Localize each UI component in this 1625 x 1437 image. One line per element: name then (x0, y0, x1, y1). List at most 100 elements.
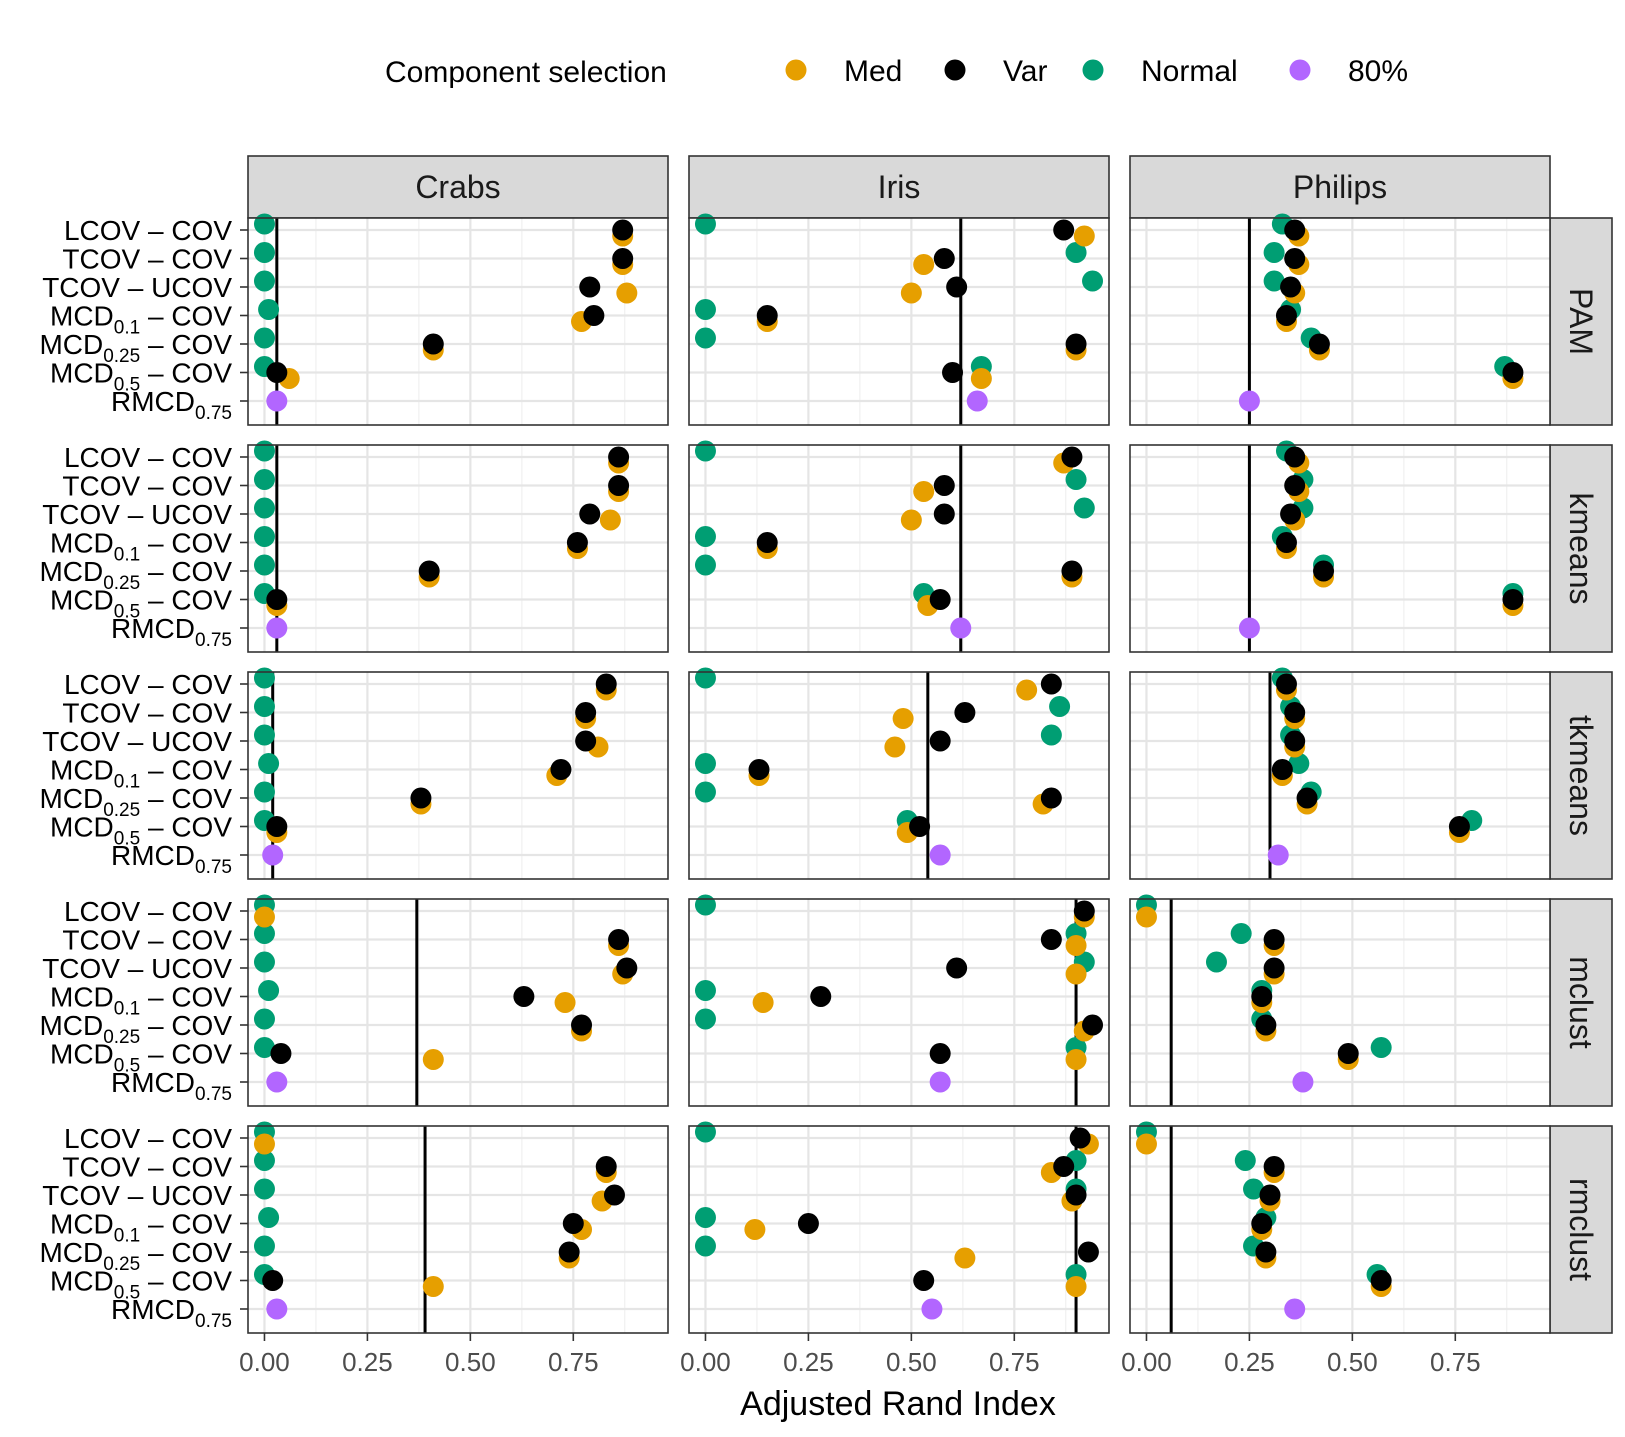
panel-border (1129, 671, 1551, 880)
panel-background (1130, 899, 1550, 1106)
point-var-mcd-0-1 (1251, 986, 1273, 1007)
point-med-tcov (599, 509, 621, 531)
point-var-mcd-0-5 (266, 362, 288, 383)
point-normal-mcd-0-1 (694, 753, 716, 774)
point-var-lcov (608, 446, 630, 468)
point-80-rmcd-0-75 (1284, 1298, 1306, 1320)
point-med-tcov (900, 282, 922, 304)
y-tick-label: MCD0.5 – COV (50, 585, 232, 623)
panel-border (1129, 217, 1551, 426)
panel-border (247, 1125, 669, 1334)
point-normal-tcov (1049, 696, 1071, 717)
point-med-mcd-0-1 (744, 1219, 766, 1240)
x-tick-label: 0.25 (783, 1347, 834, 1377)
strip-kmeans (1549, 444, 1613, 653)
point-var-tcov (1284, 730, 1306, 752)
x-tick-label: 0.25 (342, 1347, 393, 1377)
point-var-tcov (608, 475, 630, 496)
panel-background (1130, 218, 1550, 425)
point-normal-mcd-0-1 (1288, 753, 1310, 774)
y-tick-label: RMCD0.75 (111, 613, 232, 651)
strip-label-iris: Iris (878, 169, 921, 205)
point-med-tcov (1065, 935, 1087, 956)
point-med-tcov (892, 708, 914, 729)
panel-border (247, 898, 669, 1107)
y-tick-label: MCD0.1 – COV (50, 1209, 232, 1247)
point-var-lcov (1073, 900, 1095, 922)
point-80-rmcd-0-75 (1292, 1071, 1314, 1093)
y-tick-label: TCOV – UCOV (42, 726, 232, 757)
point-normal-lcov (253, 667, 275, 689)
x-axes: 0.00 0.25 0.50 0.75 0.00 0.25 0.50 0.75 0.00 0.25… (239, 1333, 1481, 1377)
point-var-tcov (575, 730, 597, 752)
point-normal-mcd-0-1 (694, 526, 716, 547)
y-tick-label: MCD0.25 – COV (39, 556, 232, 594)
y-tick-label: MCD0.25 – COV (39, 1010, 232, 1048)
panel-border (1129, 898, 1551, 1107)
point-var-mcd-0-1 (550, 759, 572, 780)
point-80-rmcd-0-75 (929, 844, 951, 866)
point-var-tcov (946, 276, 968, 298)
point-med-lcov (1016, 679, 1038, 701)
point-var-lcov (612, 219, 634, 241)
point-normal-tcov (253, 242, 275, 263)
point-normal-mcd-0-25 (694, 1235, 716, 1257)
x-tick-label: 0.00 (239, 1347, 290, 1377)
y-tick-label: TCOV – COV (62, 1152, 232, 1183)
point-var-tcov (1263, 957, 1285, 979)
point-normal-lcov (694, 440, 716, 462)
legend-key-80 (1289, 59, 1311, 81)
point-var-tcov (575, 702, 597, 723)
point-med-mcd-0-5 (422, 1276, 444, 1297)
panel-background (689, 445, 1109, 652)
legend-key-normal (1082, 59, 1104, 81)
point-normal-mcd-0-25 (694, 554, 716, 576)
y-tick-label: TCOV – UCOV (42, 272, 232, 303)
panels (247, 213, 1551, 1334)
point-var-lcov (595, 673, 617, 695)
panel-pam-crabs (247, 213, 669, 426)
point-var-mcd-0-25 (1308, 333, 1330, 355)
y-tick-label: LCOV – COV (64, 442, 232, 473)
point-var-mcd-0-1 (1275, 305, 1297, 326)
panel-kmeans-philips (1129, 440, 1551, 653)
y-tick-label: LCOV – COV (64, 669, 232, 700)
panel-background (1130, 445, 1550, 652)
point-var-mcd-0-1 (1271, 759, 1293, 780)
point-var-mcd-0-1 (810, 986, 832, 1007)
strip-label-kmeans: kmeans (1563, 492, 1599, 604)
point-normal-lcov (694, 667, 716, 689)
point-var-mcd-0-5 (942, 362, 964, 383)
point-var-lcov (1053, 219, 1075, 241)
panel-rmclust-philips (1129, 1121, 1551, 1334)
point-var-tcov (579, 503, 601, 525)
legend-label-80: 80% (1348, 55, 1408, 88)
y-tick-label: LCOV – COV (64, 1123, 232, 1154)
point-normal-mcd-0-25 (253, 327, 275, 349)
point-var-tcov (603, 1184, 625, 1206)
panel-background (1130, 672, 1550, 879)
legend-label-var: Var (1003, 55, 1047, 88)
point-var-tcov (1259, 1184, 1281, 1206)
point-var-mcd-0-25 (1296, 787, 1318, 809)
point-var-mcd-0-25 (1255, 1014, 1277, 1036)
point-med-mcd-0-25 (954, 1247, 976, 1269)
point-normal-tcov (253, 696, 275, 717)
x-tick-label: 0.50 (886, 1347, 937, 1377)
point-med-tcov (900, 509, 922, 531)
point-normal-tcov (1230, 923, 1252, 944)
panel-background (689, 899, 1109, 1106)
x-tick-label: 0.75 (1430, 1347, 1481, 1377)
row-strips: PAM kmeans tkmeans mclust rmclust (1549, 217, 1613, 1334)
y-tick-label: MCD0.5 – COV (50, 1039, 232, 1077)
point-med-tcov (913, 481, 935, 502)
point-normal-mcd-0-1 (253, 526, 275, 547)
point-normal-tcov (253, 923, 275, 944)
point-normal-tcov (1040, 724, 1062, 746)
strip-label-philips: Philips (1293, 169, 1387, 205)
point-var-tcov (946, 957, 968, 979)
strip-pam (1549, 217, 1613, 426)
point-var-mcd-0-5 (270, 1043, 292, 1064)
